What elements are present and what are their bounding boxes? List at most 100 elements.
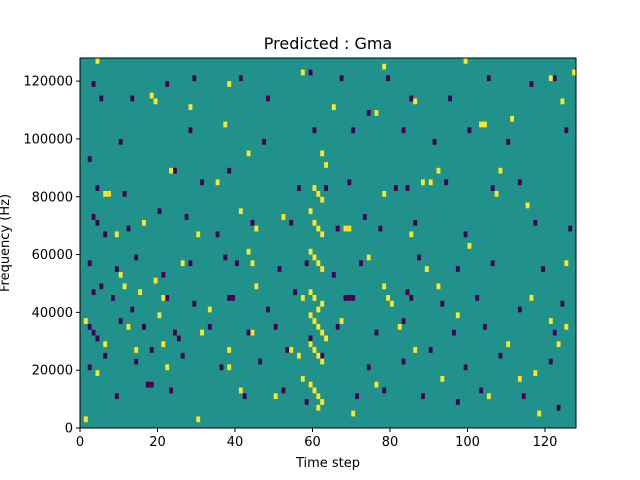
low-value-cell bbox=[188, 127, 193, 134]
low-value-cell bbox=[533, 219, 538, 226]
low-value-cell bbox=[417, 254, 422, 261]
x-tick-label: 120 bbox=[533, 435, 558, 450]
low-value-cell bbox=[359, 260, 363, 267]
low-value-cell bbox=[393, 185, 398, 191]
low-value-cell bbox=[250, 219, 255, 226]
low-value-cell bbox=[366, 364, 371, 371]
low-value-cell bbox=[335, 225, 340, 232]
low-value-cell bbox=[432, 138, 437, 145]
low-value-cell bbox=[103, 231, 108, 238]
low-value-cell bbox=[95, 335, 100, 342]
high-value-cell bbox=[440, 375, 445, 382]
high-value-cell bbox=[138, 289, 143, 296]
high-value-cell bbox=[374, 381, 379, 388]
low-value-cell bbox=[324, 185, 329, 191]
low-value-cell bbox=[308, 335, 313, 342]
high-value-cell bbox=[281, 214, 286, 220]
low-value-cell bbox=[91, 329, 96, 336]
high-value-cell bbox=[409, 231, 414, 238]
high-value-cell bbox=[103, 190, 108, 197]
low-value-cell bbox=[219, 364, 224, 371]
low-value-cell bbox=[366, 110, 371, 116]
low-value-cell bbox=[215, 231, 220, 238]
high-value-cell bbox=[196, 231, 201, 238]
low-value-cell bbox=[467, 127, 472, 134]
high-value-cell bbox=[161, 295, 166, 301]
high-value-cell bbox=[312, 254, 317, 261]
low-value-cell bbox=[266, 306, 270, 313]
high-value-cell bbox=[308, 208, 313, 215]
high-value-cell bbox=[246, 150, 251, 157]
y-tick-label: 60000 bbox=[32, 248, 73, 263]
high-value-cell bbox=[390, 300, 394, 307]
x-tick-label: 60 bbox=[304, 435, 321, 450]
low-value-cell bbox=[169, 387, 174, 394]
high-value-cell bbox=[95, 370, 100, 376]
low-value-cell bbox=[304, 260, 309, 267]
high-value-cell bbox=[246, 248, 251, 255]
high-value-cell bbox=[126, 323, 131, 330]
high-value-cell bbox=[428, 179, 433, 186]
high-value-cell bbox=[382, 283, 387, 290]
high-value-cell bbox=[153, 277, 158, 284]
high-value-cell bbox=[320, 231, 325, 238]
low-value-cell bbox=[142, 323, 146, 330]
high-value-cell bbox=[103, 341, 108, 348]
low-value-cell bbox=[227, 167, 232, 174]
high-value-cell bbox=[436, 283, 441, 290]
high-value-cell bbox=[142, 219, 146, 226]
high-value-cell bbox=[250, 260, 255, 267]
low-value-cell bbox=[91, 214, 96, 220]
low-value-cell bbox=[486, 75, 491, 82]
high-value-cell bbox=[374, 110, 379, 116]
high-value-cell bbox=[83, 416, 88, 423]
low-value-cell bbox=[293, 289, 298, 296]
high-value-cell bbox=[506, 341, 511, 348]
high-value-cell bbox=[83, 318, 88, 324]
high-value-cell bbox=[324, 162, 329, 168]
low-value-cell bbox=[517, 306, 522, 313]
low-value-cell bbox=[405, 289, 410, 296]
high-value-cell bbox=[227, 347, 232, 353]
high-value-cell bbox=[498, 167, 503, 174]
high-value-cell bbox=[297, 352, 301, 359]
high-value-cell bbox=[227, 364, 232, 371]
high-value-cell bbox=[238, 208, 243, 215]
low-value-cell bbox=[134, 254, 139, 261]
high-value-cell bbox=[397, 323, 402, 330]
high-value-cell bbox=[300, 295, 305, 301]
low-value-cell bbox=[91, 289, 96, 296]
low-value-cell bbox=[335, 323, 340, 330]
high-value-cell bbox=[537, 410, 542, 417]
high-value-cell bbox=[351, 410, 356, 417]
high-value-cell bbox=[273, 393, 278, 400]
high-value-cell bbox=[300, 69, 305, 76]
low-value-cell bbox=[87, 260, 92, 267]
high-value-cell bbox=[316, 404, 321, 411]
high-value-cell bbox=[250, 329, 255, 336]
high-value-cell bbox=[316, 323, 321, 330]
low-value-cell bbox=[188, 260, 193, 267]
low-value-cell bbox=[517, 179, 522, 186]
high-value-cell bbox=[324, 335, 329, 342]
low-value-cell bbox=[490, 260, 495, 267]
low-value-cell bbox=[161, 271, 166, 278]
x-tick-label: 40 bbox=[227, 435, 244, 450]
low-value-cell bbox=[258, 358, 263, 365]
high-value-cell bbox=[312, 347, 317, 353]
high-value-cell bbox=[467, 243, 472, 249]
low-value-cell bbox=[490, 185, 495, 191]
high-value-cell bbox=[320, 266, 325, 272]
low-value-cell bbox=[552, 75, 557, 82]
low-value-cell bbox=[238, 75, 243, 82]
low-value-cell bbox=[87, 364, 92, 371]
high-value-cell bbox=[486, 393, 491, 400]
low-value-cell bbox=[111, 295, 115, 301]
low-value-cell bbox=[378, 225, 383, 232]
high-value-cell bbox=[169, 167, 174, 174]
low-value-cell bbox=[173, 329, 177, 336]
low-value-cell bbox=[452, 329, 456, 336]
high-value-cell bbox=[308, 248, 313, 255]
high-value-cell bbox=[564, 260, 569, 267]
low-value-cell bbox=[351, 127, 356, 134]
